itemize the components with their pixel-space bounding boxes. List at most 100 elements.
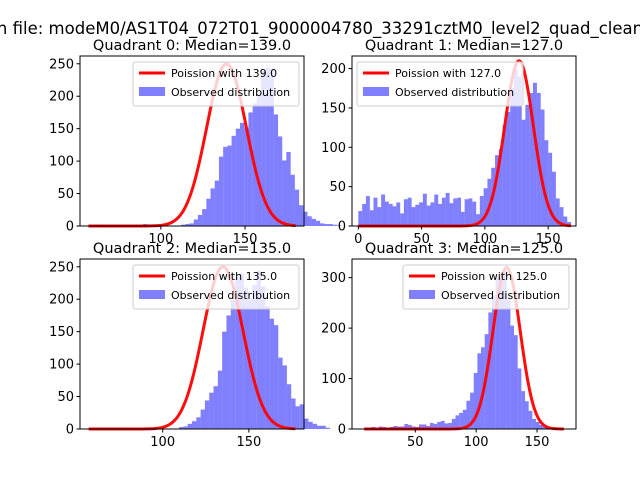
histogram-bar xyxy=(235,128,241,226)
y-tick-label: 200 xyxy=(49,90,74,105)
legend: Poission with 127.0 Observed distribution xyxy=(356,61,524,107)
histogram-bar xyxy=(451,418,456,429)
histogram-bar xyxy=(411,207,416,226)
histogram-bar xyxy=(196,417,201,429)
histogram-bar xyxy=(524,401,529,429)
legend-poisson-label: Poission with 127.0 xyxy=(395,67,501,80)
legend-observed-swatch xyxy=(139,87,165,96)
histogram-bar xyxy=(393,425,398,429)
legend-observed-label: Observed distribution xyxy=(395,86,514,99)
histogram-bar xyxy=(209,392,214,429)
y-tick-label: 50 xyxy=(57,390,74,405)
legend-box xyxy=(132,264,300,310)
histogram-bar xyxy=(223,146,228,226)
histogram-bar xyxy=(510,325,515,429)
histogram-bar xyxy=(336,225,342,226)
y-tick-label: 0 xyxy=(338,423,346,438)
histogram-bar xyxy=(277,136,283,226)
histogram-bar xyxy=(204,400,210,429)
legend-poisson-label: Poission with 125.0 xyxy=(441,270,547,283)
legend-observed-label: Observed distribution xyxy=(171,289,290,302)
histogram-bar xyxy=(426,425,431,429)
histogram-bar xyxy=(525,104,530,226)
histogram-bar xyxy=(464,199,469,226)
histogram-bar xyxy=(181,224,186,226)
histogram-bar xyxy=(470,392,474,429)
observed-histogram xyxy=(131,270,330,429)
histogram-bar xyxy=(510,88,515,227)
histogram-bar xyxy=(269,68,274,226)
histogram-bar xyxy=(448,422,452,429)
histogram-bar xyxy=(483,188,488,226)
histogram-bar xyxy=(273,325,279,429)
histogram-bar xyxy=(498,148,503,226)
subplot-quadrant-3: 0 100 200 300 50 100 150 Poission with 125.0 Obs… xyxy=(321,241,577,450)
histogram-bar xyxy=(197,214,203,226)
legend: Poission with 135.0 Observed distribution xyxy=(132,264,300,310)
histogram-bar xyxy=(377,207,382,226)
histogram-bar xyxy=(189,223,194,226)
y-tick-label: 200 xyxy=(49,293,74,308)
subplots: 0 50 100 150 200 250 100 150 Poission with 139.0… xyxy=(49,38,577,450)
histogram-bar xyxy=(495,155,499,226)
y-tick-label: 250 xyxy=(49,260,74,275)
histogram-bar xyxy=(521,391,526,429)
histogram-bar xyxy=(227,145,232,226)
x-tick-label: 150 xyxy=(525,435,550,450)
histogram-bar xyxy=(252,284,257,429)
histogram-bar xyxy=(311,218,316,226)
subplot-quadrant-2: 0 50 100 150 200 250 100 150 Poission with 135.0… xyxy=(49,241,330,450)
histogram-bar xyxy=(502,125,507,226)
y-tick-label: 150 xyxy=(321,101,346,116)
histogram-bar xyxy=(415,204,420,226)
histogram-bar xyxy=(256,93,262,226)
histogram-bar xyxy=(222,331,227,429)
histogram-bar xyxy=(381,194,386,226)
histogram-bar xyxy=(459,412,463,429)
y-tick-label: 200 xyxy=(321,62,346,77)
subplot-quadrant-0: 0 50 100 150 200 250 100 150 Poission with 139.0… xyxy=(49,38,342,247)
histogram-bar xyxy=(473,373,478,429)
histogram-bar xyxy=(472,201,477,226)
histogram-bar xyxy=(477,353,482,429)
histogram-bar xyxy=(295,406,300,429)
axes-frame xyxy=(79,258,305,430)
subplot-title: Quadrant 2: Median=135.0 xyxy=(93,241,291,257)
histogram-bar xyxy=(438,203,443,226)
y-tick-label: 0 xyxy=(66,220,74,235)
histogram-bar xyxy=(539,424,544,429)
histogram-bar xyxy=(488,312,493,429)
axes-frame xyxy=(351,55,577,227)
histogram-bar xyxy=(407,197,412,226)
histogram-bar xyxy=(384,201,389,226)
legend: Poission with 125.0 Observed distribution xyxy=(402,264,570,310)
histogram-bar xyxy=(200,409,206,429)
histogram-bar xyxy=(324,224,329,226)
histogram-bar xyxy=(513,335,518,429)
histogram-bar xyxy=(517,76,522,227)
histogram-bar xyxy=(521,119,526,226)
histogram-bar xyxy=(455,415,460,429)
histogram-bar xyxy=(502,270,507,429)
histogram-bar xyxy=(291,398,296,429)
y-tick-label: 150 xyxy=(49,325,74,340)
legend-box xyxy=(132,61,300,107)
subplot-quadrant-1: 0 50 100 150 200 0 50 100 150 Poission with 127.0… xyxy=(321,38,577,247)
histogram-bar xyxy=(362,203,367,226)
legend-poisson-label: Poission with 135.0 xyxy=(171,270,277,283)
histogram-bar xyxy=(476,214,480,226)
histogram-bar xyxy=(321,425,326,429)
legend-observed-swatch xyxy=(363,87,389,96)
y-tick-label: 200 xyxy=(321,322,346,337)
histogram-bar xyxy=(206,198,211,226)
histogram-bar xyxy=(265,67,270,227)
histogram-bar xyxy=(499,274,504,429)
histogram-bar xyxy=(532,82,537,226)
histogram-bar xyxy=(308,421,313,429)
subplot-title: Quadrant 3: Median=125.0 xyxy=(365,241,563,257)
legend-box xyxy=(356,61,524,107)
x-tick-label: 50 xyxy=(413,232,430,247)
x-tick-label: 150 xyxy=(233,232,258,247)
x-tick-label: 150 xyxy=(536,232,561,247)
histogram-bar xyxy=(286,384,292,429)
